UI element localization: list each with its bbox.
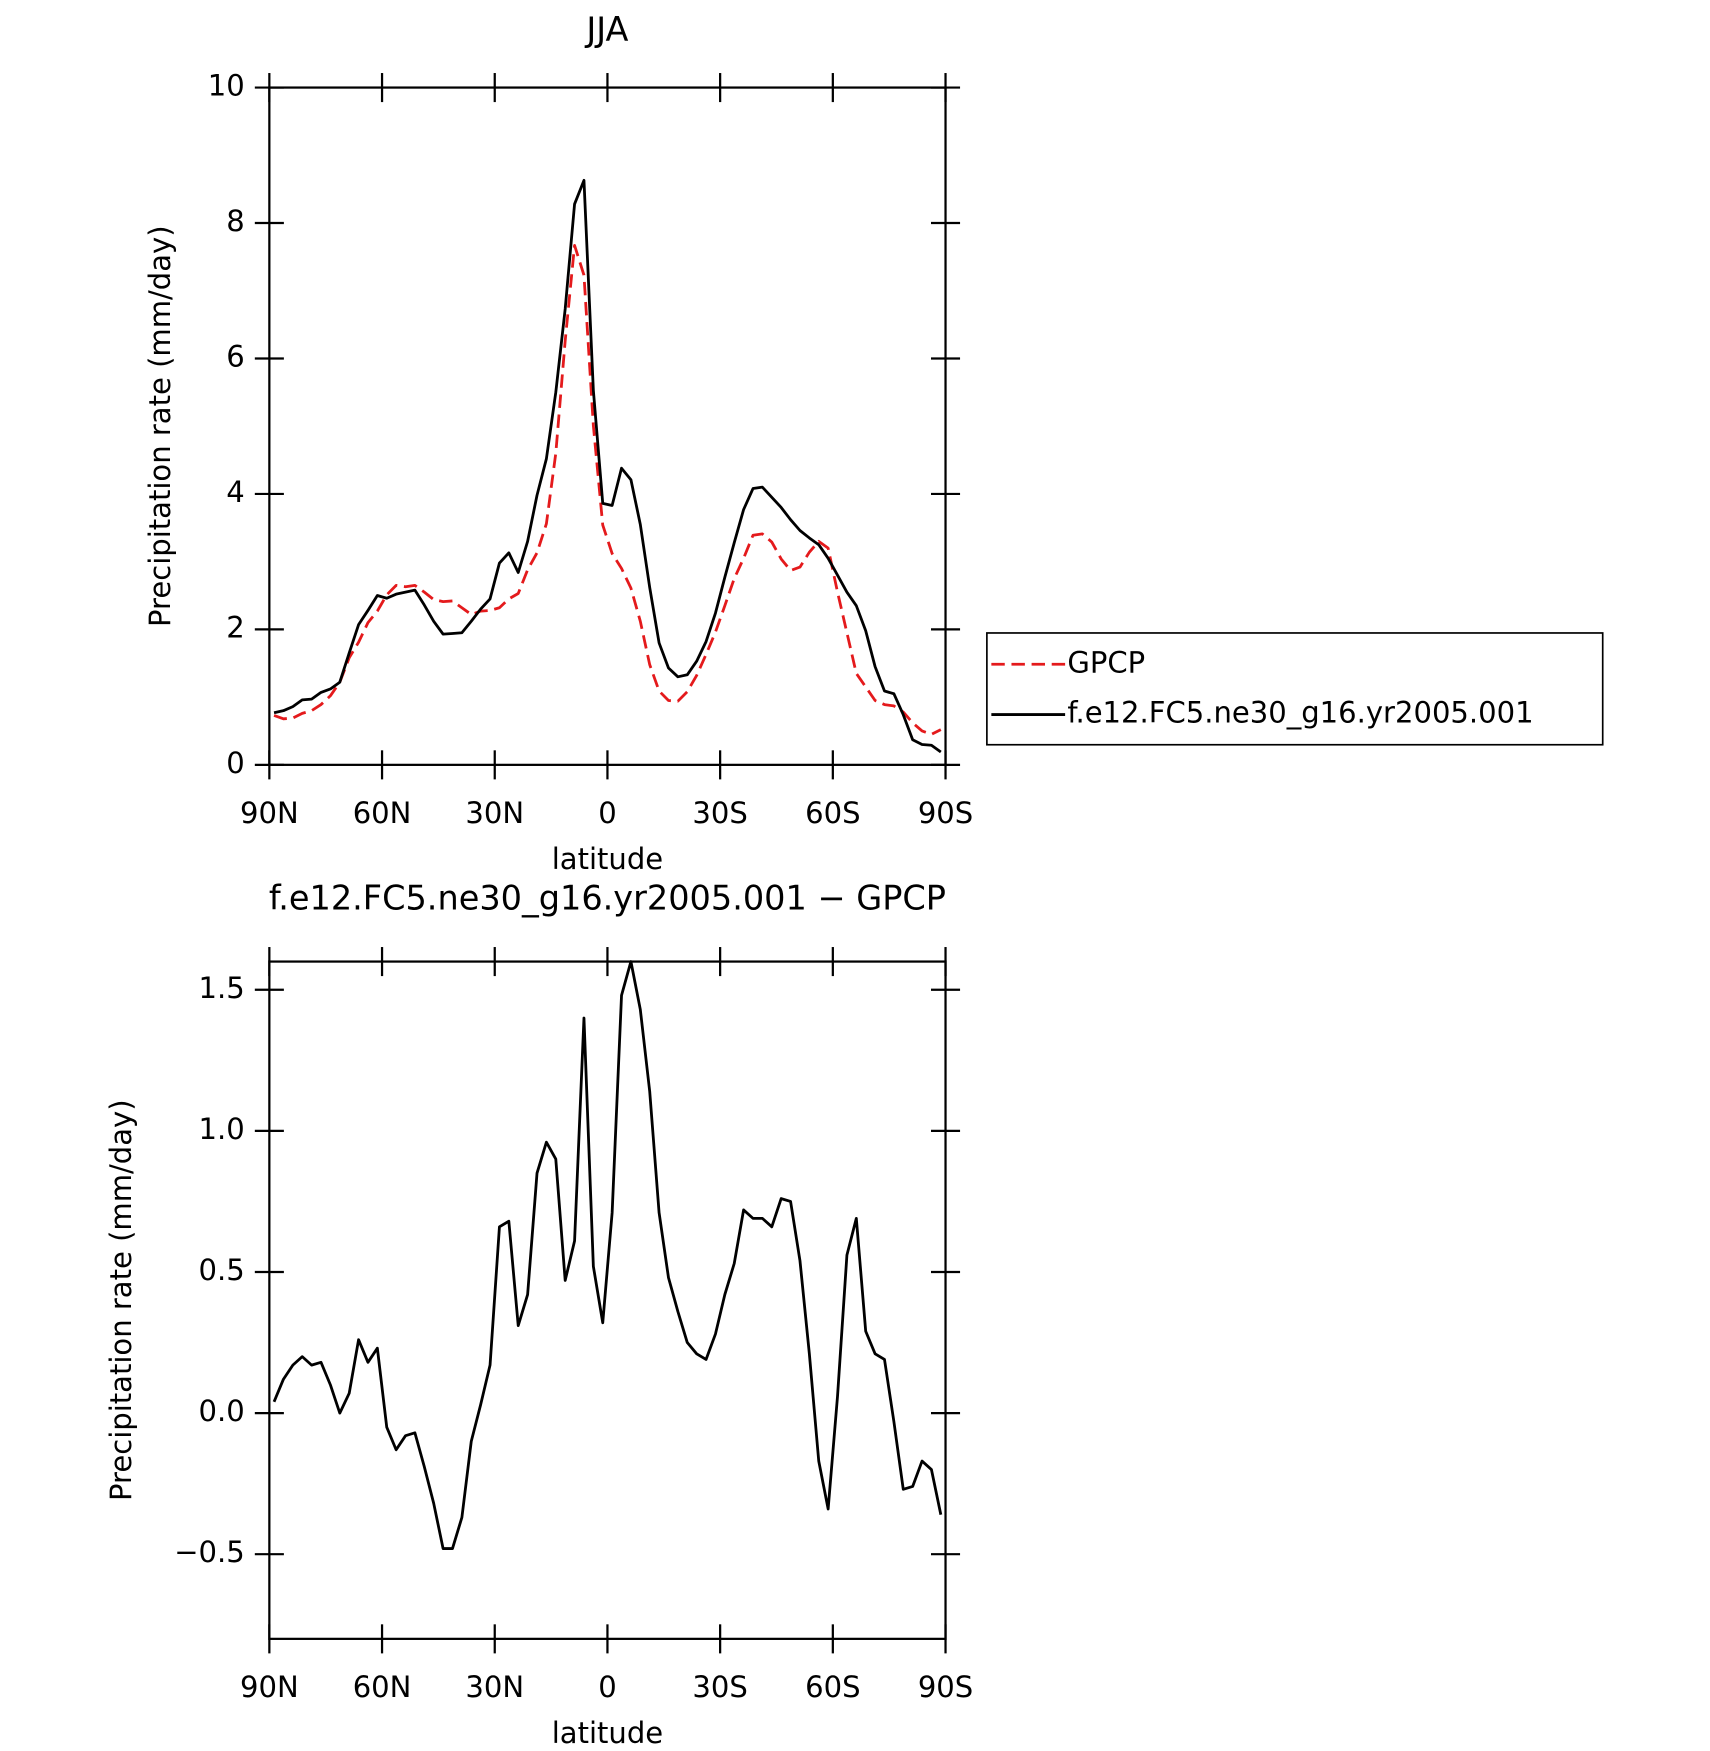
x-tick-label: 60N bbox=[353, 1670, 412, 1704]
x-tick-label: 60N bbox=[353, 796, 412, 830]
data-line bbox=[273, 243, 942, 736]
legend-box bbox=[986, 632, 1604, 746]
x-tick-label: 30S bbox=[692, 1670, 747, 1704]
x-tick-label: 0 bbox=[598, 1670, 616, 1704]
x-tick-label: 90N bbox=[240, 796, 299, 830]
x-axis-label: latitude bbox=[552, 1716, 663, 1750]
legend-label: GPCP bbox=[1067, 645, 1145, 679]
y-axis-label: Precipitation rate (mm/day) bbox=[104, 1099, 138, 1500]
y-tick-label: 1.5 bbox=[199, 971, 245, 1005]
plot-area bbox=[273, 178, 942, 754]
x-tick-label: 0 bbox=[598, 796, 616, 830]
y-tick-label: 10 bbox=[208, 69, 245, 103]
data-line bbox=[273, 178, 942, 754]
x-tick-label: 90S bbox=[918, 796, 973, 830]
chart-title: f.e12.FC5.ne30_g16.yr2005.001 − GPCP bbox=[269, 879, 946, 918]
chart-title: JJA bbox=[584, 10, 628, 49]
x-tick-label: 90S bbox=[918, 1670, 973, 1704]
plot-frame bbox=[268, 960, 947, 1640]
data-line bbox=[272, 960, 943, 1550]
y-tick-label: 4 bbox=[226, 475, 244, 509]
y-axis-label: Precipitation rate (mm/day) bbox=[143, 225, 177, 626]
x-tick-label: 30N bbox=[465, 796, 524, 830]
plot-frame bbox=[268, 86, 947, 766]
y-tick-label: 6 bbox=[226, 339, 244, 373]
x-tick-label: 30N bbox=[465, 1670, 524, 1704]
y-tick-label: −0.5 bbox=[174, 1535, 245, 1569]
x-tick-label: 90N bbox=[240, 1670, 299, 1704]
y-tick-label: 0 bbox=[226, 746, 244, 780]
y-tick-label: 2 bbox=[226, 610, 244, 644]
plot-area bbox=[272, 960, 943, 1550]
legend-label: f.e12.FC5.ne30_g16.yr2005.001 bbox=[1067, 696, 1533, 730]
x-axis-label: latitude bbox=[552, 842, 663, 876]
x-tick-label: 30S bbox=[692, 796, 747, 830]
x-tick-label: 60S bbox=[805, 796, 860, 830]
y-tick-label: 0.0 bbox=[199, 1394, 245, 1428]
y-tick-label: 0.5 bbox=[199, 1253, 245, 1287]
x-tick-label: 60S bbox=[805, 1670, 860, 1704]
chart-panel: JJA latitude Precipitation rate (mm/day) 0 2… bbox=[143, 10, 1604, 876]
chart-panel: f.e12.FC5.ne30_g16.yr2005.001 − GPCP lati… bbox=[104, 879, 973, 1750]
y-tick-label: 1.0 bbox=[199, 1112, 245, 1146]
y-tick-label: 8 bbox=[226, 204, 244, 238]
